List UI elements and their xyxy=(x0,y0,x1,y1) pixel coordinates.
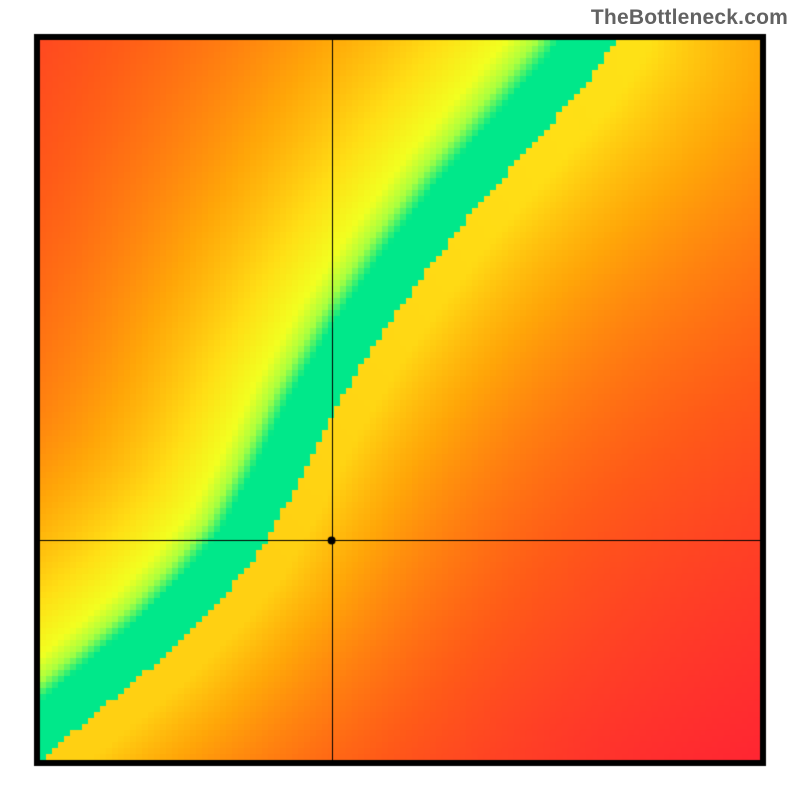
watermark-text: TheBottleneck.com xyxy=(591,6,788,30)
bottleneck-heatmap-canvas xyxy=(0,0,800,800)
